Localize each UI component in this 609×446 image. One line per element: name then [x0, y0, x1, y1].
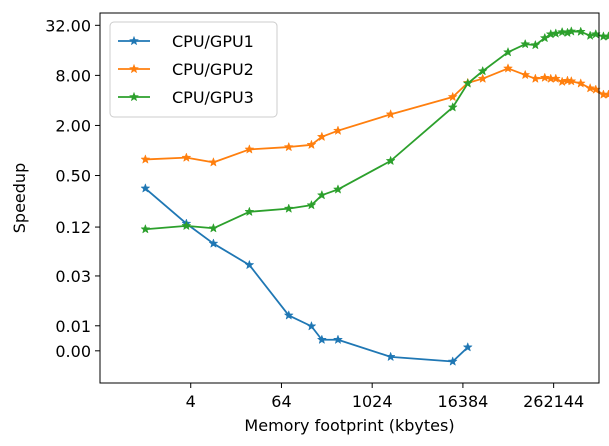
- data-point: [575, 78, 586, 88]
- data-point: [306, 320, 317, 331]
- legend-label: CPU/GPU1: [172, 32, 254, 51]
- x-tick-label: 1024: [352, 392, 393, 411]
- y-tick-label: 0.50: [55, 167, 91, 186]
- legend-box: [109, 21, 278, 118]
- legend-item: CPU/GPU2: [118, 60, 254, 79]
- data-point: [283, 203, 294, 213]
- data-point: [502, 63, 514, 73]
- x-tick-label: 64: [271, 392, 291, 411]
- data-point: [316, 131, 327, 142]
- y-tick-label: 8.00: [55, 66, 91, 85]
- series-2: [140, 63, 609, 167]
- data-point: [520, 38, 531, 49]
- data-point: [566, 26, 577, 36]
- data-point: [316, 189, 327, 200]
- y-tick-label: 0.03: [55, 267, 91, 286]
- plot-layer: [140, 26, 609, 366]
- data-point: [530, 39, 541, 50]
- data-point: [520, 69, 531, 80]
- data-point: [332, 184, 344, 194]
- legend-marker: [128, 91, 140, 102]
- data-point: [585, 30, 596, 41]
- data-point: [477, 65, 488, 76]
- data-point: [316, 334, 327, 345]
- y-axis-ticks: 0.00 0.01 0.03 0.12 0.50 2.00 8.00 32.00: [45, 16, 100, 361]
- data-point: [539, 72, 550, 83]
- data-point: [557, 26, 568, 37]
- data-point: [447, 102, 458, 112]
- y-tick-label: 0.00: [55, 342, 91, 361]
- data-point: [244, 144, 255, 154]
- data-point: [385, 351, 396, 362]
- legend-item: CPU/GPU3: [118, 88, 254, 107]
- data-point: [181, 152, 192, 162]
- y-tick-label: 32.00: [45, 16, 91, 35]
- legend-label: CPU/GPU3: [172, 88, 254, 107]
- data-point: [140, 154, 151, 164]
- y-tick-label: 0.12: [55, 218, 91, 237]
- data-point: [283, 310, 294, 320]
- series-line: [144, 187, 469, 363]
- data-point: [332, 125, 344, 135]
- data-point: [181, 220, 192, 231]
- data-point: [566, 75, 577, 86]
- series-1: [140, 183, 473, 366]
- data-point: [244, 259, 255, 270]
- data-point: [385, 109, 396, 119]
- data-point: [603, 89, 609, 99]
- data-point: [244, 206, 255, 217]
- x-axis-label: Memory footprint (kbytes): [244, 416, 454, 435]
- data-point: [385, 155, 396, 166]
- data-point: [332, 334, 344, 345]
- data-point: [462, 78, 473, 88]
- data-point: [208, 222, 219, 233]
- data-point: [530, 73, 541, 83]
- legend-marker: [128, 35, 140, 46]
- series-3: [140, 26, 609, 234]
- y-axis-label: Speedup: [10, 163, 29, 233]
- legend-item: CPU/GPU1: [118, 32, 254, 51]
- data-point: [603, 31, 609, 41]
- data-point: [208, 238, 219, 248]
- x-tick-label: 16384: [437, 392, 488, 411]
- data-point: [502, 46, 514, 57]
- legend: CPU/GPU1 CPU/GPU2 CPU/GPU3: [109, 21, 278, 118]
- data-point: [140, 183, 151, 193]
- data-point: [462, 341, 473, 352]
- data-point: [306, 199, 317, 210]
- y-tick-label: 0.01: [55, 317, 91, 336]
- legend-label: CPU/GPU2: [172, 60, 254, 79]
- data-point: [447, 356, 458, 366]
- y-tick-label: 2.00: [55, 116, 91, 135]
- data-point: [283, 141, 294, 152]
- x-tick-label: 4: [186, 392, 196, 411]
- x-axis-ticks: 4 64 1024 16384 262144: [186, 383, 584, 411]
- x-tick-label: 262144: [523, 392, 584, 411]
- data-point: [477, 73, 488, 83]
- data-point: [550, 73, 561, 83]
- legend-marker: [128, 63, 140, 74]
- data-point: [575, 26, 586, 37]
- data-point: [140, 223, 151, 234]
- data-point: [306, 139, 317, 150]
- data-point: [539, 32, 550, 43]
- data-point: [208, 157, 219, 167]
- data-point: [585, 82, 596, 93]
- plot-frame: [99, 12, 600, 384]
- data-point: [447, 91, 458, 102]
